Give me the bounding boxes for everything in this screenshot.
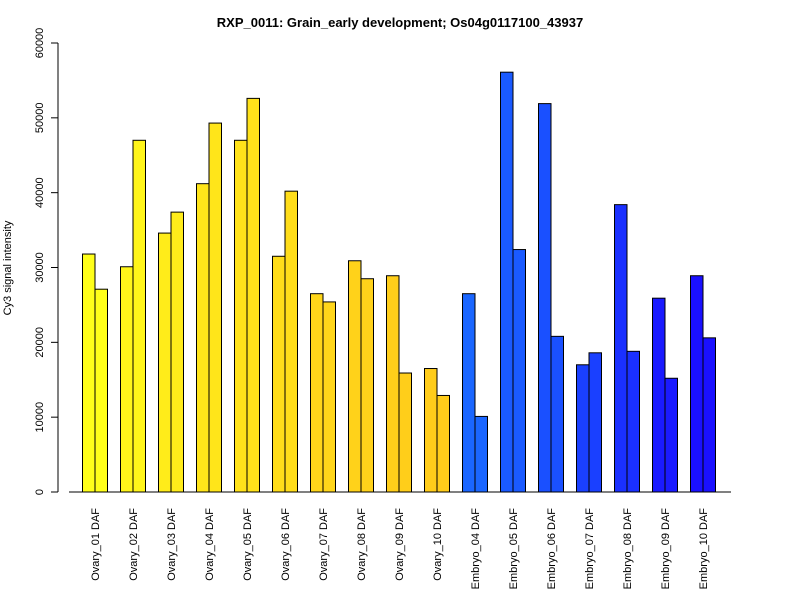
bar: [500, 71, 514, 493]
bar: [652, 297, 666, 493]
x-tick-label: Embryo_09 DAF: [660, 508, 672, 590]
y-tick-label: 60000: [34, 28, 46, 59]
bar: [626, 350, 640, 493]
bar: [550, 335, 564, 493]
bar: [690, 275, 704, 493]
y-axis-label: Cy3 signal intensity: [2, 220, 14, 315]
x-tick-label: Ovary_05 DAF: [242, 508, 254, 581]
x-tick-label: Embryo_06 DAF: [546, 508, 558, 590]
x-tick-label: Embryo_08 DAF: [622, 508, 634, 590]
x-tick-label: Ovary_06 DAF: [280, 508, 292, 581]
bar: [120, 266, 134, 493]
bar: [360, 278, 374, 493]
bar: [246, 97, 260, 493]
bar: [398, 372, 412, 493]
bar: [82, 253, 96, 493]
x-tick-label: Ovary_08 DAF: [356, 508, 368, 581]
bar: [614, 204, 628, 493]
y-tick-label: 20000: [34, 327, 46, 358]
bar: [284, 190, 298, 493]
y-tick-label: 0: [34, 489, 46, 495]
x-axis: Ovary_01 DAF Ovary_02 DAF Ovary_03 DAF Ovar…: [69, 491, 731, 590]
bar: [462, 293, 476, 493]
bar: [132, 139, 146, 493]
x-tick-label: Embryo_07 DAF: [584, 508, 596, 590]
bars: [82, 71, 716, 493]
y-axis: 0 10000 20000 30000 40000 50000 60000: [34, 28, 59, 495]
bar: [170, 211, 184, 493]
x-tick-label: Ovary_10 DAF: [432, 508, 444, 581]
bar: [348, 260, 362, 493]
x-tick-label: Ovary_09 DAF: [394, 508, 406, 581]
x-tick-label: Ovary_02 DAF: [128, 508, 140, 581]
y-tick-label: 40000: [34, 177, 46, 208]
bar: [322, 301, 336, 493]
bar: [588, 352, 602, 493]
bar: [664, 377, 678, 493]
bar: [234, 139, 248, 493]
x-tick-label: Ovary_01 DAF: [90, 508, 102, 581]
bar: [474, 415, 488, 493]
bar: [158, 232, 172, 493]
bar: [538, 103, 552, 493]
y-tick-label: 50000: [34, 103, 46, 134]
bar: [94, 288, 108, 493]
bar: [576, 364, 590, 493]
bar: [386, 275, 400, 493]
y-tick-label: 30000: [34, 252, 46, 283]
bar: [424, 368, 438, 493]
bar: [702, 337, 716, 493]
bar: [310, 293, 324, 493]
bar: [512, 249, 526, 493]
bar: [272, 255, 286, 493]
x-tick-label: Ovary_03 DAF: [166, 508, 178, 581]
bar: [208, 122, 222, 493]
x-tick-label: Embryo_04 DAF: [470, 508, 482, 590]
x-tick-label: Embryo_05 DAF: [508, 508, 520, 590]
y-tick-label: 10000: [34, 402, 46, 433]
bar: [196, 183, 210, 493]
x-tick-label: Ovary_07 DAF: [318, 508, 330, 581]
x-tick-label: Embryo_10 DAF: [698, 508, 710, 590]
bar: [436, 394, 450, 493]
x-tick-label: Ovary_04 DAF: [204, 508, 216, 581]
chart-title: RXP_0011: Grain_early development; Os04g…: [217, 15, 583, 30]
